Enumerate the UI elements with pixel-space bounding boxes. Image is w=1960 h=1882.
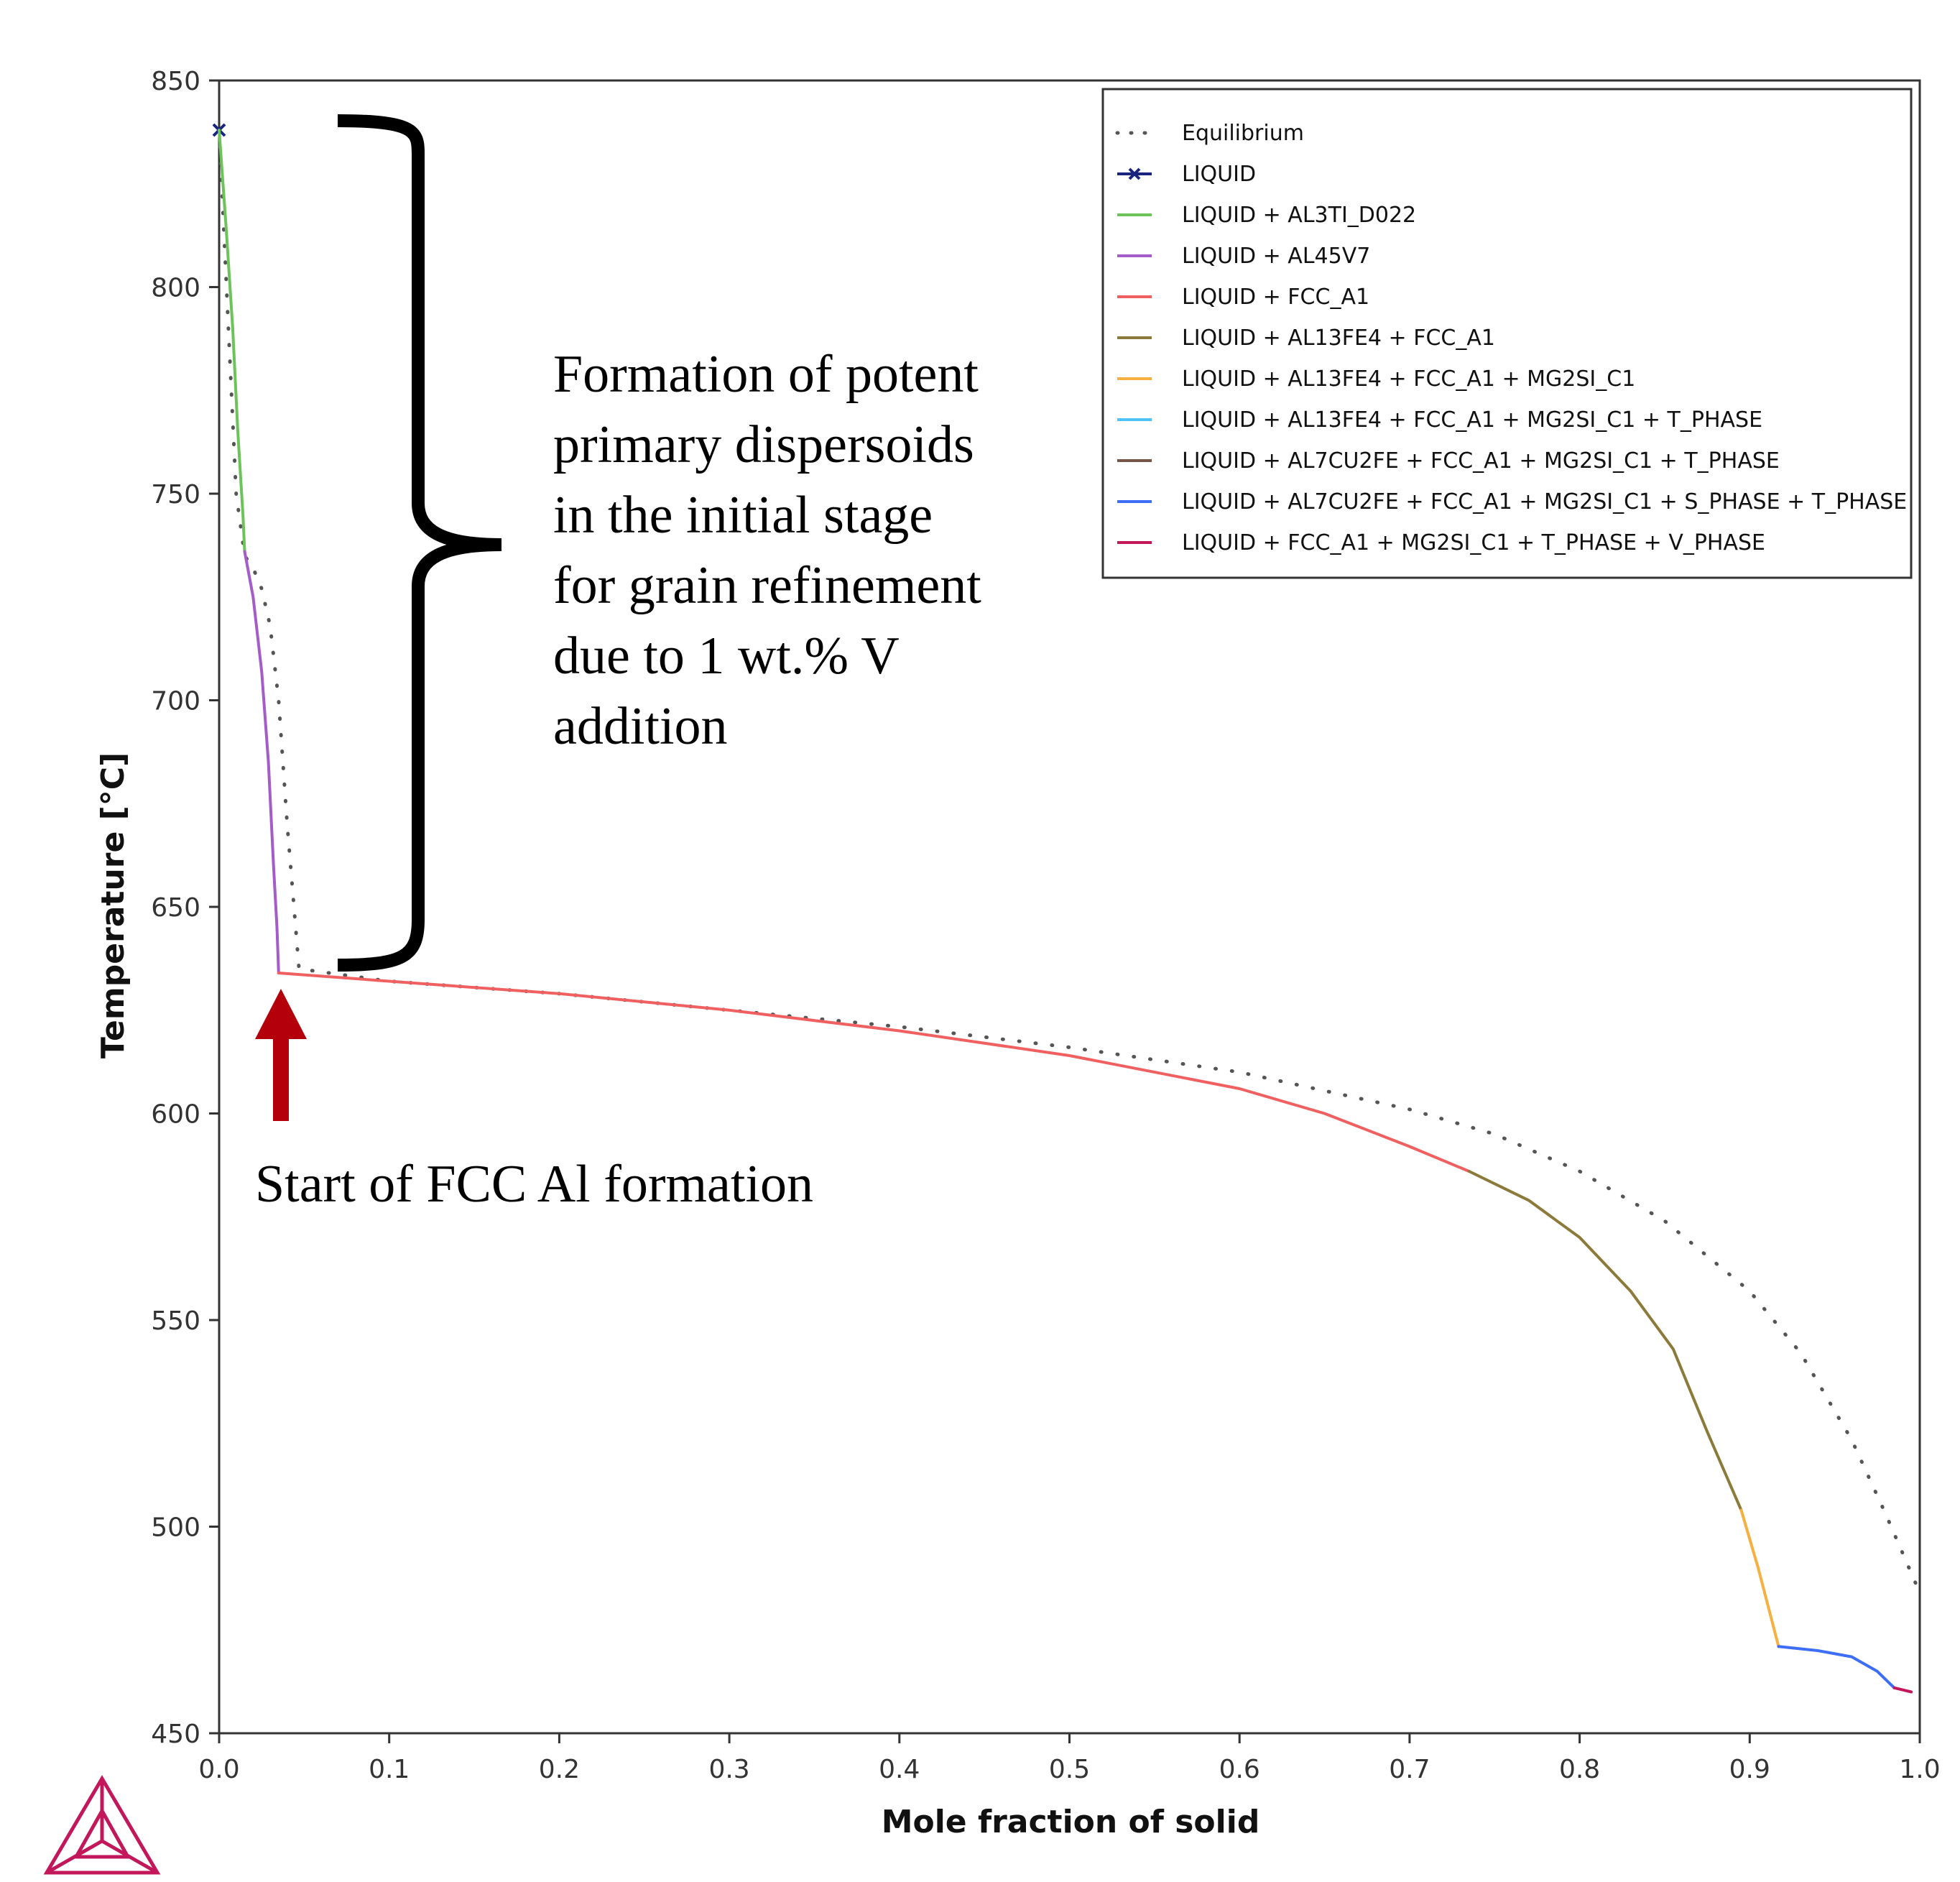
series-line-liquid-al13fe4-fcc-a1 bbox=[1467, 1170, 1743, 1512]
legend-label: LIQUID + AL13FE4 + FCC_A1 + MG2SI_C1 + T… bbox=[1182, 407, 1762, 433]
legend-label: LIQUID + AL45V7 bbox=[1182, 244, 1370, 269]
legend-label: LIQUID + AL13FE4 + FCC_A1 bbox=[1182, 326, 1495, 351]
annotation-brace-line: primary dispersoids bbox=[553, 415, 974, 474]
legend-item: LIQUID + FCC_A1 + MG2SI_C1 + T_PHASE + V… bbox=[1117, 530, 1765, 555]
arrow-annotation: Start of FCC Al formation bbox=[255, 989, 813, 1214]
series-line-liquid-al13fe4-fcc-a1-mg2si-c1 bbox=[1739, 1508, 1780, 1648]
legend-item: LIQUID + AL7CU2FE + FCC_A1 + MG2SI_C1 + … bbox=[1117, 489, 1907, 515]
y-tick-label: 450 bbox=[151, 1720, 200, 1749]
x-tick-label: 0.1 bbox=[369, 1755, 410, 1784]
up-arrow-icon bbox=[255, 989, 307, 1039]
x-tick-label: 0.6 bbox=[1219, 1755, 1260, 1784]
legend-item: LIQUID + AL13FE4 + FCC_A1 bbox=[1117, 326, 1495, 351]
x-tick-label: 0.7 bbox=[1389, 1755, 1430, 1784]
legend-label: LIQUID + AL7CU2FE + FCC_A1 + MG2SI_C1 + … bbox=[1182, 489, 1907, 515]
x-tick-label: 0.5 bbox=[1049, 1755, 1090, 1784]
curly-brace-icon bbox=[337, 114, 502, 972]
series-line-equilibrium bbox=[217, 128, 1922, 1595]
x-tick-label: 0.9 bbox=[1729, 1755, 1770, 1784]
legend-item: LIQUID + AL45V7 bbox=[1117, 244, 1370, 269]
legend-item: LIQUID + AL13FE4 + FCC_A1 + MG2SI_C1 + T… bbox=[1117, 407, 1762, 433]
thermo-calc-logo-icon bbox=[43, 1775, 161, 1875]
series-line-liquid-fcc-a1 bbox=[277, 972, 1471, 1173]
legend-label: LIQUID + AL13FE4 + FCC_A1 + MG2SI_C1 bbox=[1182, 366, 1635, 392]
x-tick-label: 0.2 bbox=[539, 1755, 580, 1784]
legend-item: LIQUID + AL7CU2FE + FCC_A1 + MG2SI_C1 + … bbox=[1117, 448, 1780, 474]
legend-box bbox=[1101, 88, 1913, 579]
x-tick-label: 0.4 bbox=[879, 1755, 920, 1784]
y-tick-label: 750 bbox=[151, 480, 200, 509]
series-line-liquid-al45v7 bbox=[243, 550, 280, 974]
series-line-liquid-al7cu2fe-fcc-a1-mg2si-c1-s-phase-t-phase bbox=[1777, 1645, 1896, 1689]
y-tick-label: 700 bbox=[151, 687, 200, 716]
legend-label: LIQUID bbox=[1182, 162, 1256, 187]
annotation-brace-line: Formation of potent bbox=[553, 345, 979, 404]
annotation-brace-line: addition bbox=[553, 697, 728, 756]
annotation-brace-text: Formation of potent primary dispersoids … bbox=[553, 345, 994, 756]
y-tick-label: 850 bbox=[151, 67, 200, 96]
legend-item: LIQUID + AL13FE4 + FCC_A1 + MG2SI_C1 bbox=[1117, 366, 1635, 392]
legend-item: LIQUID + FCC_A1 bbox=[1117, 285, 1369, 310]
brace-annotation: Formation of potent primary dispersoids … bbox=[337, 114, 994, 972]
annotation-brace-line: due to 1 wt.% V bbox=[553, 627, 899, 686]
legend-marker bbox=[1128, 167, 1141, 180]
series-line-liquid-al3ti-d022 bbox=[218, 129, 246, 553]
legend-item: LIQUID + AL3TI_D022 bbox=[1117, 203, 1416, 228]
annotation-arrow-text: Start of FCC Al formation bbox=[255, 1155, 813, 1214]
x-tick-label: 1.0 bbox=[1899, 1755, 1940, 1784]
arrow-shaft bbox=[273, 1035, 289, 1121]
series-line-liquid-fcc-a1-mg2si-c1-t-phase-v-phase bbox=[1892, 1686, 1913, 1694]
y-tick-label: 800 bbox=[151, 274, 200, 303]
x-axis-title: Mole fraction of solid bbox=[882, 1804, 1260, 1840]
legend-label: LIQUID + FCC_A1 bbox=[1182, 285, 1369, 310]
legend-item: LIQUID bbox=[1117, 162, 1256, 187]
y-tick-label: 600 bbox=[151, 1100, 200, 1130]
legend-label: Equilibrium bbox=[1182, 121, 1304, 146]
x-tick-label: 0.3 bbox=[708, 1755, 749, 1784]
legend-label: LIQUID + AL7CU2FE + FCC_A1 + MG2SI_C1 + … bbox=[1182, 448, 1780, 474]
y-tick-label: 650 bbox=[151, 893, 200, 923]
annotation-brace-line: for grain refinement bbox=[553, 556, 981, 615]
legend-item: Equilibrium bbox=[1115, 121, 1304, 146]
x-tick-label: 0.8 bbox=[1559, 1755, 1600, 1784]
annotation-brace-line: in the initial stage bbox=[553, 486, 933, 545]
y-tick-label: 500 bbox=[151, 1513, 200, 1543]
y-tick-label: 550 bbox=[151, 1306, 200, 1336]
legend-label: LIQUID + FCC_A1 + MG2SI_C1 + T_PHASE + V… bbox=[1182, 530, 1765, 555]
x-tick-label: 0.0 bbox=[198, 1755, 239, 1784]
legend-label: LIQUID + AL3TI_D022 bbox=[1182, 203, 1416, 228]
legend: Equilibrium LIQUID LIQUID + AL3TI_D022 LIQU… bbox=[1101, 88, 1913, 579]
y-axis-title: Temperature [°C] bbox=[95, 752, 131, 1058]
